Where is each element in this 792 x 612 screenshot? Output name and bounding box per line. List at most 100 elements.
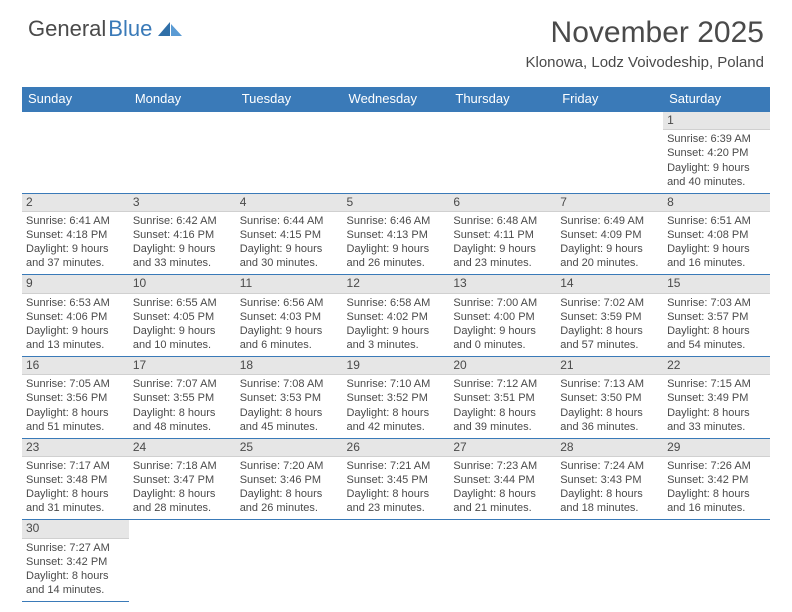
weekday-header: Thursday: [449, 87, 556, 111]
day-details: Sunrise: 6:48 AMSunset: 4:11 PMDaylight:…: [449, 212, 556, 274]
weekday-header: Wednesday: [343, 87, 450, 111]
day-details: Sunrise: 6:46 AMSunset: 4:13 PMDaylight:…: [343, 212, 450, 274]
day-details: Sunrise: 7:10 AMSunset: 3:52 PMDaylight:…: [343, 375, 450, 437]
day-number: 14: [556, 275, 663, 293]
calendar-cell: 7Sunrise: 6:49 AMSunset: 4:09 PMDaylight…: [556, 193, 663, 275]
day-details: Sunrise: 7:27 AMSunset: 3:42 PMDaylight:…: [22, 539, 129, 601]
day-details: Sunrise: 7:20 AMSunset: 3:46 PMDaylight:…: [236, 457, 343, 519]
calendar-row: 16Sunrise: 7:05 AMSunset: 3:56 PMDayligh…: [22, 357, 770, 439]
day-number: 28: [556, 439, 663, 457]
calendar-cell: [556, 520, 663, 602]
calendar-cell: [129, 520, 236, 602]
day-number: 24: [129, 439, 236, 457]
calendar-cell: 10Sunrise: 6:55 AMSunset: 4:05 PMDayligh…: [129, 275, 236, 357]
calendar-cell: 19Sunrise: 7:10 AMSunset: 3:52 PMDayligh…: [343, 357, 450, 439]
day-number: 9: [22, 275, 129, 293]
day-number: 30: [22, 520, 129, 538]
day-details: Sunrise: 6:56 AMSunset: 4:03 PMDaylight:…: [236, 294, 343, 356]
weekday-header: Tuesday: [236, 87, 343, 111]
day-details: Sunrise: 6:42 AMSunset: 4:16 PMDaylight:…: [129, 212, 236, 274]
title-block: November 2025 Klonowa, Lodz Voivodeship,…: [525, 16, 764, 71]
calendar-cell: [449, 520, 556, 602]
day-details: Sunrise: 7:18 AMSunset: 3:47 PMDaylight:…: [129, 457, 236, 519]
day-number: 19: [343, 357, 450, 375]
day-details: Sunrise: 6:49 AMSunset: 4:09 PMDaylight:…: [556, 212, 663, 274]
calendar-row: 30Sunrise: 7:27 AMSunset: 3:42 PMDayligh…: [22, 520, 770, 602]
day-number: 1: [663, 112, 770, 130]
calendar-cell: 28Sunrise: 7:24 AMSunset: 3:43 PMDayligh…: [556, 438, 663, 520]
day-details: Sunrise: 7:24 AMSunset: 3:43 PMDaylight:…: [556, 457, 663, 519]
calendar-cell: 18Sunrise: 7:08 AMSunset: 3:53 PMDayligh…: [236, 357, 343, 439]
day-number: 13: [449, 275, 556, 293]
day-details: Sunrise: 7:26 AMSunset: 3:42 PMDaylight:…: [663, 457, 770, 519]
calendar-cell: 30Sunrise: 7:27 AMSunset: 3:42 PMDayligh…: [22, 520, 129, 602]
calendar-cell: [449, 111, 556, 193]
calendar-cell: 16Sunrise: 7:05 AMSunset: 3:56 PMDayligh…: [22, 357, 129, 439]
calendar-cell: 22Sunrise: 7:15 AMSunset: 3:49 PMDayligh…: [663, 357, 770, 439]
calendar-cell: 20Sunrise: 7:12 AMSunset: 3:51 PMDayligh…: [449, 357, 556, 439]
brand-part1: General: [28, 16, 106, 42]
day-details: Sunrise: 6:44 AMSunset: 4:15 PMDaylight:…: [236, 212, 343, 274]
day-number: 12: [343, 275, 450, 293]
weekday-header: Friday: [556, 87, 663, 111]
weekday-header: Sunday: [22, 87, 129, 111]
day-number: 18: [236, 357, 343, 375]
day-details: Sunrise: 7:05 AMSunset: 3:56 PMDaylight:…: [22, 375, 129, 437]
day-details: Sunrise: 7:12 AMSunset: 3:51 PMDaylight:…: [449, 375, 556, 437]
day-details: Sunrise: 6:51 AMSunset: 4:08 PMDaylight:…: [663, 212, 770, 274]
header: GeneralBlue November 2025 Klonowa, Lodz …: [0, 0, 792, 77]
day-details: Sunrise: 6:53 AMSunset: 4:06 PMDaylight:…: [22, 294, 129, 356]
calendar-cell: 14Sunrise: 7:02 AMSunset: 3:59 PMDayligh…: [556, 275, 663, 357]
calendar-cell: 5Sunrise: 6:46 AMSunset: 4:13 PMDaylight…: [343, 193, 450, 275]
day-number: 2: [22, 194, 129, 212]
day-number: 17: [129, 357, 236, 375]
day-number: 3: [129, 194, 236, 212]
calendar-cell: 24Sunrise: 7:18 AMSunset: 3:47 PMDayligh…: [129, 438, 236, 520]
calendar-cell: 21Sunrise: 7:13 AMSunset: 3:50 PMDayligh…: [556, 357, 663, 439]
calendar-row: 9Sunrise: 6:53 AMSunset: 4:06 PMDaylight…: [22, 275, 770, 357]
calendar-row: 1Sunrise: 6:39 AMSunset: 4:20 PMDaylight…: [22, 111, 770, 193]
day-number: 26: [343, 439, 450, 457]
sail-icon: [156, 20, 184, 38]
weekday-header: Saturday: [663, 87, 770, 111]
calendar-cell: 3Sunrise: 6:42 AMSunset: 4:16 PMDaylight…: [129, 193, 236, 275]
day-details: Sunrise: 6:39 AMSunset: 4:20 PMDaylight:…: [663, 130, 770, 192]
calendar-cell: 17Sunrise: 7:07 AMSunset: 3:55 PMDayligh…: [129, 357, 236, 439]
calendar-cell: [343, 520, 450, 602]
day-number: 29: [663, 439, 770, 457]
day-details: Sunrise: 7:21 AMSunset: 3:45 PMDaylight:…: [343, 457, 450, 519]
day-number: 6: [449, 194, 556, 212]
calendar-cell: 4Sunrise: 6:44 AMSunset: 4:15 PMDaylight…: [236, 193, 343, 275]
day-details: Sunrise: 7:00 AMSunset: 4:00 PMDaylight:…: [449, 294, 556, 356]
day-number: 10: [129, 275, 236, 293]
day-details: Sunrise: 6:41 AMSunset: 4:18 PMDaylight:…: [22, 212, 129, 274]
calendar-cell: 6Sunrise: 6:48 AMSunset: 4:11 PMDaylight…: [449, 193, 556, 275]
calendar-table: Sunday Monday Tuesday Wednesday Thursday…: [22, 87, 770, 602]
calendar-cell: 15Sunrise: 7:03 AMSunset: 3:57 PMDayligh…: [663, 275, 770, 357]
calendar-cell: 12Sunrise: 6:58 AMSunset: 4:02 PMDayligh…: [343, 275, 450, 357]
day-details: Sunrise: 7:07 AMSunset: 3:55 PMDaylight:…: [129, 375, 236, 437]
brand-part2: Blue: [108, 16, 152, 42]
calendar-cell: 9Sunrise: 6:53 AMSunset: 4:06 PMDaylight…: [22, 275, 129, 357]
brand-logo: GeneralBlue: [28, 16, 184, 42]
day-number: 16: [22, 357, 129, 375]
calendar-cell: 29Sunrise: 7:26 AMSunset: 3:42 PMDayligh…: [663, 438, 770, 520]
calendar-cell: 11Sunrise: 6:56 AMSunset: 4:03 PMDayligh…: [236, 275, 343, 357]
calendar-cell: 27Sunrise: 7:23 AMSunset: 3:44 PMDayligh…: [449, 438, 556, 520]
calendar-cell: [556, 111, 663, 193]
weekday-header-row: Sunday Monday Tuesday Wednesday Thursday…: [22, 87, 770, 111]
calendar-cell: [22, 111, 129, 193]
calendar-cell: [129, 111, 236, 193]
day-number: 4: [236, 194, 343, 212]
day-details: Sunrise: 7:23 AMSunset: 3:44 PMDaylight:…: [449, 457, 556, 519]
day-details: Sunrise: 6:55 AMSunset: 4:05 PMDaylight:…: [129, 294, 236, 356]
calendar-cell: 25Sunrise: 7:20 AMSunset: 3:46 PMDayligh…: [236, 438, 343, 520]
month-title: November 2025: [525, 16, 764, 50]
day-number: 20: [449, 357, 556, 375]
calendar-cell: [236, 520, 343, 602]
day-number: 15: [663, 275, 770, 293]
calendar-cell: [343, 111, 450, 193]
day-number: 5: [343, 194, 450, 212]
calendar-cell: [663, 520, 770, 602]
day-number: 25: [236, 439, 343, 457]
